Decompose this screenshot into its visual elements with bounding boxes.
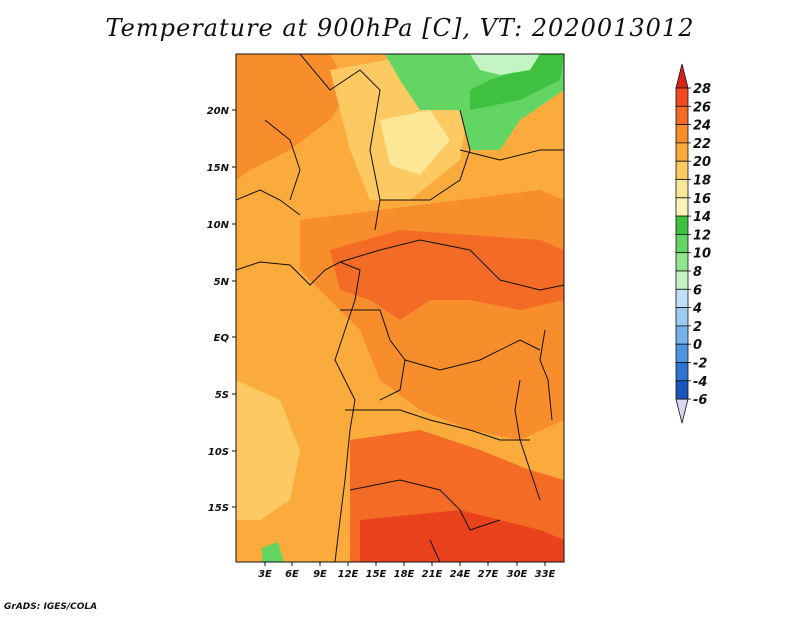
- lon-tick-label: 9E: [313, 569, 327, 580]
- colorbar-swatch: [675, 270, 689, 290]
- field-zone-southwest-green: [262, 542, 284, 562]
- lon-tick-label: 12E: [338, 569, 359, 580]
- lon-tick-label: 21E: [422, 569, 443, 580]
- lon-tick-label: 24E: [450, 569, 471, 580]
- field-zone-central-hot: [330, 230, 564, 320]
- colorbar-label: 28: [693, 82, 711, 97]
- border-central-2: [340, 309, 406, 401]
- colorbar-label: 22: [693, 137, 711, 152]
- colorbar-swatch: [675, 105, 689, 126]
- colorbar-swatch: [675, 87, 689, 107]
- colorbar-label: -4: [693, 375, 707, 390]
- temperature-field: [236, 54, 564, 562]
- field-zone-northeast-pale: [470, 54, 540, 75]
- lon-tick-label: 33E: [535, 569, 556, 580]
- colorbar-label: 16: [693, 192, 711, 207]
- colorbar-label: 12: [693, 228, 711, 243]
- colorbar-swatch: [675, 160, 689, 180]
- border-north-2: [380, 109, 471, 201]
- colorbar-label: 6: [693, 283, 702, 298]
- colorbar-swatch: [675, 325, 689, 345]
- border-central-1: [339, 239, 564, 291]
- colorbar-swatch: [675, 307, 689, 327]
- colorbar-label: 0: [693, 338, 702, 353]
- lat-tick-label: 15N: [207, 163, 230, 174]
- lat-tick-label: 10S: [208, 447, 229, 458]
- border-west-2: [264, 119, 301, 201]
- colorbar-label: -6: [693, 393, 707, 408]
- lake-line: [514, 379, 541, 501]
- field-zone-southern-hottest: [360, 510, 564, 562]
- colorbar-bottom-arrow: [675, 398, 689, 424]
- longitude-axis: 3E 6E 9E 12E 15E 18E 21E 24E 27E 30E 33E: [258, 562, 556, 580]
- field-zone-north-lightest: [380, 110, 450, 175]
- colorbar-swatch: [675, 124, 689, 144]
- colorbar-label: 14: [693, 210, 711, 225]
- lat-tick-label: 10N: [207, 220, 230, 231]
- lat-tick-label: 5N: [214, 277, 230, 288]
- colorbar-swatch: [675, 380, 689, 400]
- coastline: [236, 261, 361, 562]
- colorbar-swatch: [675, 142, 689, 162]
- credit-text: GrADS: IGES/COLA: [4, 602, 98, 612]
- lat-tick-label: 5S: [215, 390, 229, 401]
- colorbar-label: -2: [693, 357, 707, 372]
- chart-title: Temperature at 900hPa [C], VT: 202001301…: [105, 14, 695, 42]
- field-zone-southwest-pale: [236, 380, 300, 520]
- colorbar-label: 18: [693, 174, 711, 189]
- colorbar-label: 4: [692, 302, 702, 317]
- colorbar-swatch: [675, 197, 689, 217]
- border-north-3: [459, 149, 564, 161]
- latitude-axis: 20N 15N 10N 5N EQ 5S 10S 15S: [207, 106, 236, 514]
- country-borders: [236, 54, 564, 562]
- field-zone-north-west: [236, 54, 350, 180]
- lat-tick-label: 20N: [207, 106, 230, 117]
- lake-line-2: [539, 329, 553, 421]
- border-south-3: [429, 539, 441, 562]
- colorbar-swatch: [675, 233, 689, 254]
- colorbar-label: 10: [693, 247, 711, 262]
- colorbar-label: 26: [693, 100, 711, 115]
- border-south-1: [345, 409, 530, 441]
- lon-tick-label: 6E: [285, 569, 299, 580]
- lon-tick-label: 27E: [478, 569, 499, 580]
- colorbar-swatch: [675, 362, 689, 382]
- border-south-2: [349, 479, 501, 531]
- border-west-1: [236, 189, 301, 216]
- colorbar-label: 8: [693, 265, 702, 280]
- lat-tick-label: 15S: [208, 503, 229, 514]
- lon-tick-label: 30E: [507, 569, 528, 580]
- colorbar-swatch: [675, 252, 689, 272]
- map-frame: [235, 53, 565, 563]
- lon-tick-label: 18E: [394, 569, 415, 580]
- colorbar-swatch: [675, 343, 689, 363]
- colorbar-label: 24: [693, 119, 711, 134]
- colorbar-swatch: [675, 215, 689, 235]
- colorbar-swatch: [675, 288, 689, 308]
- colorbar-top-arrow: [675, 63, 689, 89]
- colorbar-label: 20: [693, 155, 711, 170]
- colorbar-label: 2: [693, 320, 702, 335]
- colorbar-swatch: [675, 179, 689, 199]
- border-central-3: [404, 339, 541, 371]
- field-zone-northeast-green-dark: [470, 54, 564, 110]
- lon-tick-label: 15E: [366, 569, 387, 580]
- lat-tick-label: EQ: [214, 333, 230, 344]
- lon-tick-label: 3E: [258, 569, 272, 580]
